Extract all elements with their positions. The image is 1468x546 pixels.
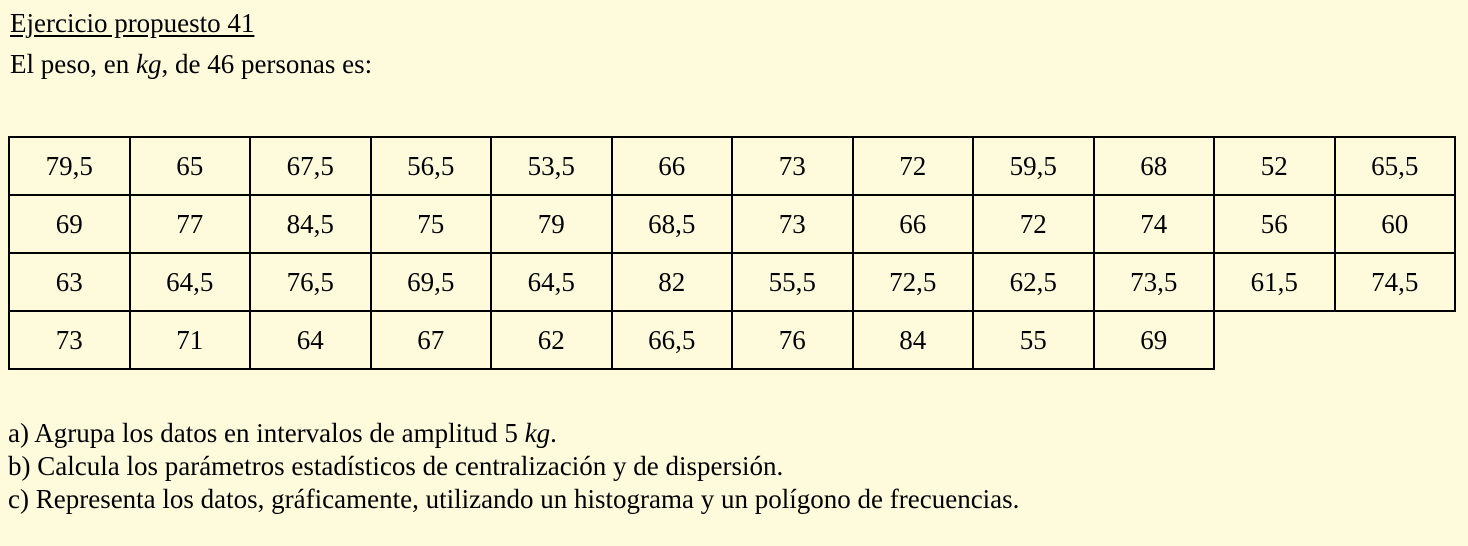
table-cell: 64,5 (128, 252, 251, 312)
intro-statement: El peso, en kg, de 46 personas es: (10, 47, 372, 81)
table-cell: 62,5 (972, 252, 1095, 312)
table-cell: 73,5 (1092, 252, 1215, 312)
table-cell: 74 (1092, 194, 1215, 254)
question-b-text: b) Calcula los parámetros estadísticos d… (8, 451, 784, 481)
question-item-a: a) Agrupa los datos en intervalos de amp… (8, 418, 1463, 449)
table-cell: 67 (369, 310, 492, 370)
table-row: 63 64,5 76,5 69,5 64,5 82 55,5 72,5 62,5 73,5 61,5… (8, 252, 1456, 312)
table-cell: 71 (128, 310, 251, 370)
table-cell: 69 (8, 194, 131, 254)
weights-data-table: 79,5 65 67,5 56,5 53,5 66 73 72 59,5 68 52 65,5 69 77… (8, 136, 1456, 370)
table-cell: 73 (8, 310, 131, 370)
question-c-text: c) Representa los datos, gráficamente, u… (8, 484, 1020, 514)
question-item-c: c) Representa los datos, gráficamente, u… (8, 484, 1463, 515)
table-cell: 55,5 (731, 252, 854, 312)
table-cell: 84,5 (249, 194, 372, 254)
table-cell: 79,5 (8, 136, 131, 196)
table-cell: 60 (1333, 194, 1456, 254)
exercise-title: Ejercicio propuesto 41 (10, 8, 255, 38)
table-cell: 76 (731, 310, 854, 370)
table-cell: 65 (128, 136, 251, 196)
table-cell: 66 (610, 136, 733, 196)
intro-suffix: , de 46 personas es: (161, 49, 373, 79)
question-a-text: a) Agrupa los datos en intervalos de amp… (8, 418, 525, 448)
table-cell: 76,5 (249, 252, 372, 312)
table-row: 69 77 84,5 75 79 68,5 73 66 72 74 56 60 (8, 194, 1456, 254)
table-cell: 59,5 (972, 136, 1095, 196)
table-cell: 67,5 (249, 136, 372, 196)
table-cell: 69 (1092, 310, 1215, 370)
table-cell: 72 (851, 136, 974, 196)
table-cell: 84 (851, 310, 974, 370)
table-cell: 73 (731, 194, 854, 254)
table-cell: 79 (490, 194, 613, 254)
questions-list: a) Agrupa los datos en intervalos de amp… (8, 418, 1463, 517)
table-cell: 68 (1092, 136, 1215, 196)
table-cell: 72,5 (851, 252, 974, 312)
table-cell: 65,5 (1333, 136, 1456, 196)
intro-unit-kg: kg (135, 49, 162, 79)
intro-prefix: El peso, en (10, 49, 136, 79)
table-row: 73 71 64 67 62 66,5 76 84 55 69 (8, 310, 1456, 370)
table-cell: 72 (972, 194, 1095, 254)
table-cell: 77 (128, 194, 251, 254)
table-cell: 75 (369, 194, 492, 254)
table-cell: 63 (8, 252, 131, 312)
table-cell: 64,5 (490, 252, 613, 312)
table-row: 79,5 65 67,5 56,5 53,5 66 73 72 59,5 68 52 65,5 (8, 136, 1456, 196)
table-cell: 56,5 (369, 136, 492, 196)
table-cell: 69,5 (369, 252, 492, 312)
table-cell: 73 (731, 136, 854, 196)
table-cell: 62 (490, 310, 613, 370)
table-cell: 74,5 (1333, 252, 1456, 312)
table-cell: 82 (610, 252, 733, 312)
table-cell: 64 (249, 310, 372, 370)
question-item-b: b) Calcula los parámetros estadísticos d… (8, 451, 1463, 482)
question-a-unit-kg: kg (524, 418, 551, 448)
table-cell: 52 (1213, 136, 1336, 196)
data-table-container: 79,5 65 67,5 56,5 53,5 66 73 72 59,5 68 52 65,5 69 77… (8, 136, 1456, 370)
question-a-suffix: . (550, 418, 557, 448)
table-cell: 61,5 (1213, 252, 1336, 312)
table-cell-empty (1214, 311, 1335, 369)
table-cell: 68,5 (610, 194, 733, 254)
table-cell: 66 (851, 194, 974, 254)
table-cell: 66,5 (610, 310, 733, 370)
table-cell: 55 (972, 310, 1095, 370)
table-cell: 56 (1213, 194, 1336, 254)
table-cell: 53,5 (490, 136, 613, 196)
table-cell-empty (1335, 311, 1456, 369)
